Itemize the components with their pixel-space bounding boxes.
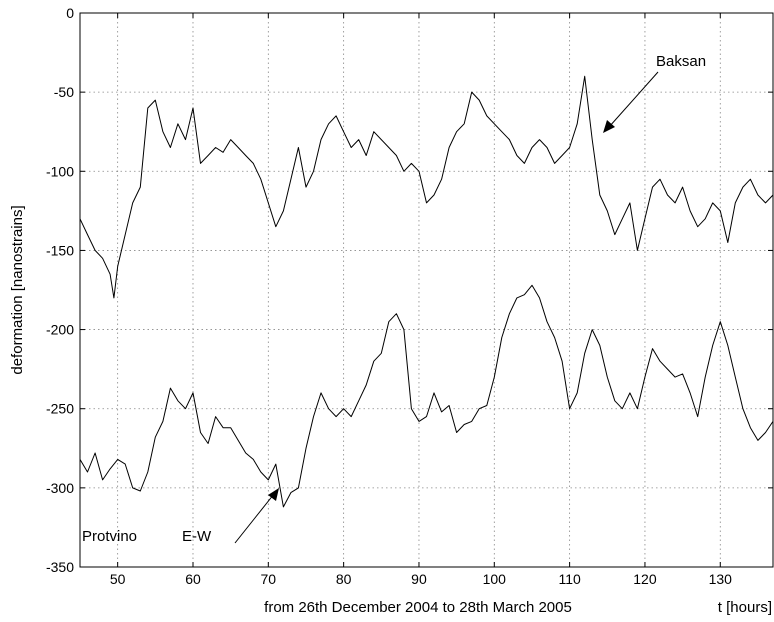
series-line-protvino — [79, 284, 774, 508]
x-axis-label: t [hours] — [718, 599, 772, 616]
x-tick-label: 130 — [709, 571, 733, 587]
y-tick-label: 0 — [66, 5, 74, 21]
y-tick-label: -200 — [46, 322, 74, 338]
y-tick-label: -50 — [54, 84, 74, 100]
x-tick-label: 50 — [110, 571, 126, 587]
grid-lines — [80, 13, 773, 567]
y-tick-label: -300 — [46, 480, 74, 496]
baksan-arrow — [608, 71, 659, 128]
x-tick-label: 70 — [261, 571, 277, 587]
y-tick-label: -100 — [46, 163, 74, 179]
protvino-arrowhead — [268, 488, 279, 501]
annotation-baksan: Baksan — [656, 53, 706, 70]
y-tick-label: -350 — [46, 559, 74, 575]
x-tick-label: 100 — [483, 571, 507, 587]
protvino-arrow — [234, 493, 275, 544]
annotation-e-w: E-W — [182, 528, 212, 545]
x-tick-label: 60 — [185, 571, 201, 587]
y-tick-label: -250 — [46, 401, 74, 417]
series-line-baksan — [79, 75, 774, 299]
series-layer — [79, 75, 774, 508]
tick-labels: 50 60 70 80 90 100 110 120 130 0 -50 -100 -150 -200 -2… — [46, 5, 732, 587]
x-tick-label: 90 — [411, 571, 427, 587]
plot-frame — [79, 12, 774, 568]
x-tick-label: 120 — [633, 571, 657, 587]
annotation-protvino: Protvino — [82, 528, 137, 545]
x-tick-label: 80 — [336, 571, 352, 587]
y-axis-label: deformation [nanostrains] — [9, 205, 26, 374]
x-axis-subtitle: from 26th December 2004 to 28th March 20… — [264, 599, 572, 616]
axis-ticks — [80, 12, 773, 568]
baksan-arrowhead — [603, 120, 615, 133]
y-tick-label: -150 — [46, 242, 74, 258]
x-tick-label: 110 — [558, 571, 581, 587]
